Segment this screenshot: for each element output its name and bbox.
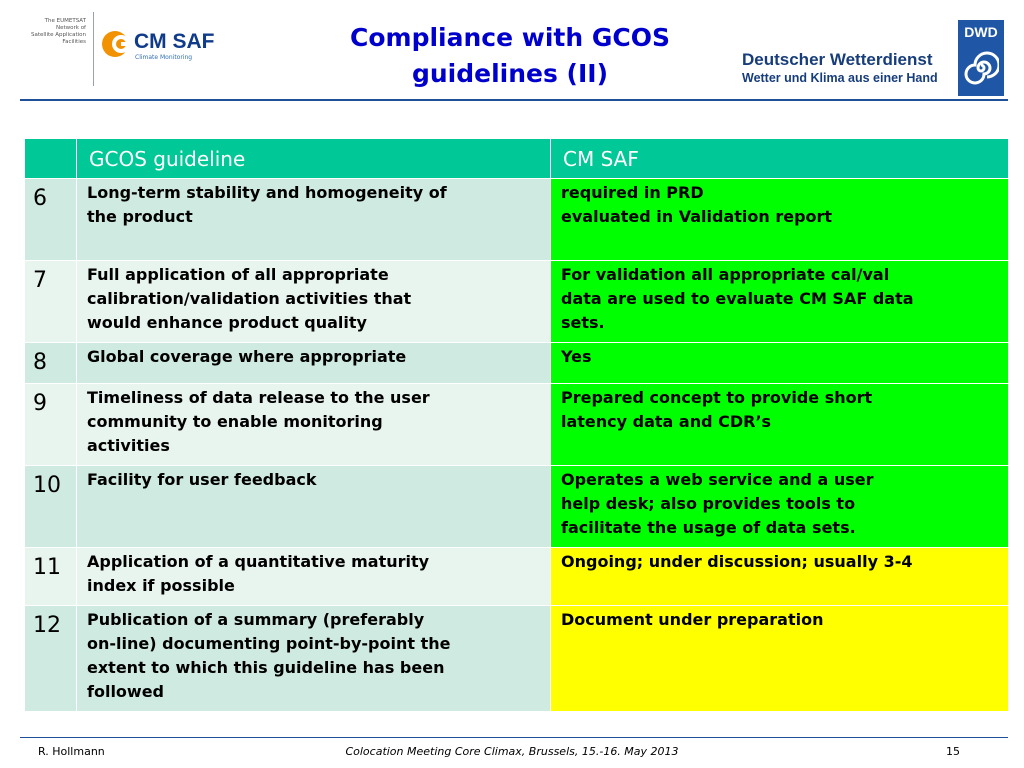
row-number: 6 [24,178,77,261]
footer-rule [20,737,1008,738]
dwd-logo: DWD [958,20,1004,96]
eumetsat-text-line: Satellite Application [30,32,86,38]
row-number: 12 [24,605,77,712]
guideline-text-line: community to enable monitoring [87,412,383,431]
cm-saf-text-line: facilitate the usage of data sets. [561,518,856,537]
cm-saf-text-line: latency data and CDR’s [561,412,772,431]
cm-saf-text-line: Operates a web service and a user [561,470,874,489]
eumetsat-text-line: Network of [55,25,86,31]
cm-saf-text-line: Prepared concept to provide short [561,388,873,407]
table-row: 9 Timeliness of data release to the user c… [24,383,1009,466]
guideline-text-line: Full application of all appropriate [87,265,389,284]
table-row: 10 Facility for user feedback Operates a w… [24,465,1009,548]
gcos-guideline-cell: Long-term stability and homogeneity of th… [76,178,551,261]
guideline-text-line: activities [87,436,170,455]
title-line-1: Compliance with GCOS [350,23,670,52]
cmsaf-sun-icon [102,31,132,57]
dwd-name: Deutscher Wetterdienst [742,50,933,69]
cm-saf-text-line: help desk; also provides tools to [561,494,856,513]
table-row: 12 Publication of a summary (preferably on… [24,605,1009,712]
guideline-text-line: calibration/validation activities that [87,289,412,308]
gcos-compliance-table: GCOS guideline CM SAF 6 Long-term stabili… [24,138,1009,712]
cm-saf-text-line: Document under preparation [561,610,824,629]
cmsaf-logo: CM SAF Climate Monitoring [100,26,230,66]
cm-saf-status-cell: Document under preparation [550,605,1009,712]
guideline-text-line: Publication of a summary (preferably [87,610,425,629]
cm-saf-status-cell: required in PRD evaluated in Validation r… [550,178,1009,261]
cm-saf-text-line: Yes [561,347,592,366]
eumetsat-text-line: The EUMETSAT [44,18,86,24]
table-header-row: GCOS guideline CM SAF [24,138,1009,179]
guideline-text-line: Application of a quantitative maturity [87,552,430,571]
dwd-wordmark: Deutscher Wetterdienst Wetter und Klima … [742,50,938,86]
cm-saf-text-line: data are used to evaluate CM SAF data [561,289,914,308]
cm-saf-status-cell: Operates a web service and a user help de… [550,465,1009,548]
cm-saf-text-line: sets. [561,313,605,332]
guideline-text-line: Global coverage where appropriate [87,347,407,366]
table-row: 6 Long-term stability and homogeneity of t… [24,178,1009,261]
header-divider [93,12,94,86]
gcos-guideline-cell: Application of a quantitative maturity in… [76,547,551,606]
guideline-text-line: followed [87,682,164,701]
cm-saf-status-cell: Yes [550,342,1009,384]
eumetsat-network-text: The EUMETSAT Network of Satellite Applicat… [30,18,86,46]
eumetsat-text-line: Facilities [62,39,86,45]
row-number: 10 [24,465,77,548]
cmsaf-subtitle: Climate Monitoring [135,54,193,61]
row-number: 8 [24,342,77,384]
cm-saf-status-cell: Ongoing; under discussion; usually 3-4 [550,547,1009,606]
gcos-guideline-cell: Full application of all appropriate calib… [76,260,551,343]
header-rule [20,99,1008,101]
guideline-text-line: Facility for user feedback [87,470,317,489]
footer-event: Colocation Meeting Core Climax, Brussels… [345,745,679,758]
header-gcos-guideline: GCOS guideline [76,138,551,179]
guideline-text-line: the product [87,207,193,226]
cm-saf-text-line: Ongoing; under discussion; usually 3-4 [561,552,913,571]
guideline-text-line: on-line) documenting point-by-point the [87,634,451,653]
cm-saf-text-line: evaluated in Validation report [561,207,833,226]
guideline-text-line: index if possible [87,576,235,595]
guideline-text-line: extent to which this guideline has been [87,658,445,677]
row-number: 7 [24,260,77,343]
cmsaf-name: CM SAF [134,30,215,53]
title-line-2: guidelines (II) [411,59,609,88]
row-number: 9 [24,383,77,466]
cm-saf-status-cell: For validation all appropriate cal/val da… [550,260,1009,343]
page-title: Compliance with GCOS guidelines (II) [290,20,730,92]
dwd-swirl-icon [964,51,999,85]
row-number: 11 [24,547,77,606]
footer-author: R. Hollmann [38,745,105,758]
cm-saf-text-line: For validation all appropriate cal/val [561,265,890,284]
header-num [24,138,77,179]
footer-page-number: 15 [946,745,960,758]
cm-saf-text-line: required in PRD [561,183,704,202]
guideline-text-line: would enhance product quality [87,313,367,332]
table-row: 8 Global coverage where appropriate Yes [24,342,1009,384]
header-cm-saf: CM SAF [550,138,1009,179]
guideline-text-line: Timeliness of data release to the user [87,388,430,407]
gcos-guideline-cell: Global coverage where appropriate [76,342,551,384]
gcos-guideline-cell: Timeliness of data release to the user co… [76,383,551,466]
gcos-guideline-cell: Facility for user feedback [76,465,551,548]
dwd-abbr: DWD [964,24,998,40]
dwd-slogan: Wetter und Klima aus einer Hand [742,71,938,85]
table-row: 11 Application of a quantitative maturity… [24,547,1009,606]
table-row: 7 Full application of all appropriate cali… [24,260,1009,343]
gcos-guideline-cell: Publication of a summary (preferably on-l… [76,605,551,712]
guideline-text-line: Long-term stability and homogeneity of [87,183,447,202]
cm-saf-status-cell: Prepared concept to provide short latency… [550,383,1009,466]
